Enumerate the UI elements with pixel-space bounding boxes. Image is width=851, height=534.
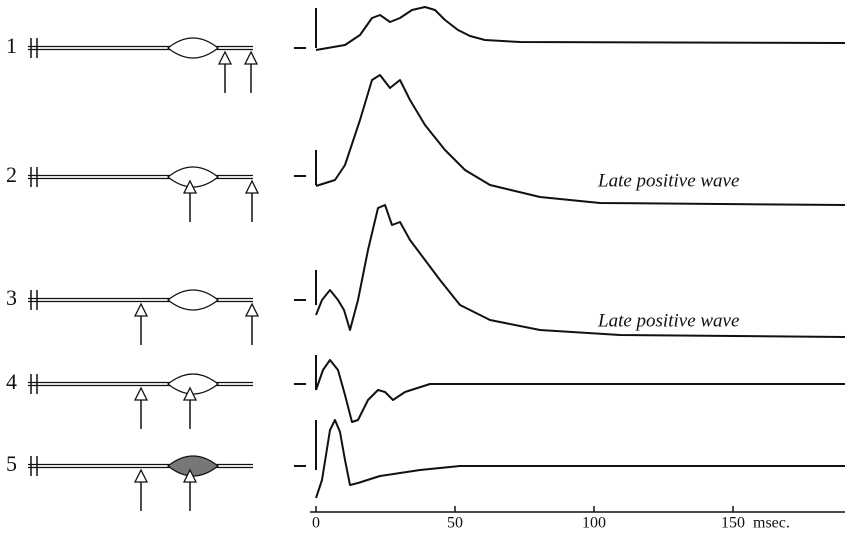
row-label: 5 xyxy=(6,451,17,476)
annotation: Late positive wave xyxy=(597,170,739,191)
electrode-arrow-head xyxy=(182,386,198,401)
electrode-arrow-head xyxy=(133,468,149,483)
electrode-arrow-head xyxy=(182,468,198,483)
electrode-arrow-head xyxy=(133,386,149,401)
annotation: Late positive wave xyxy=(597,310,739,331)
electrode-arrow-head xyxy=(182,179,198,194)
row-label: 1 xyxy=(6,33,17,58)
trace xyxy=(294,74,846,206)
electrode-arrow-head xyxy=(244,179,260,194)
row-label: 3 xyxy=(6,285,17,310)
electrode-arrow-head xyxy=(217,50,233,65)
electrode-arrow-head xyxy=(133,302,149,317)
tick-label: 100 xyxy=(582,515,606,532)
trace xyxy=(294,419,845,499)
lesion xyxy=(167,289,219,311)
lesion xyxy=(167,373,219,395)
lesion xyxy=(167,166,219,188)
electrode-arrow-head xyxy=(244,302,260,317)
electrode-arrow-head xyxy=(243,50,259,65)
lesion xyxy=(167,455,219,477)
axis-unit: msec. xyxy=(753,515,790,532)
tick-label: 150 xyxy=(721,515,745,532)
lesion xyxy=(167,37,219,59)
tick-label: 50 xyxy=(447,515,463,532)
tick-label: 0 xyxy=(312,515,320,532)
trace xyxy=(294,355,845,423)
row-label: 2 xyxy=(6,162,17,187)
traces xyxy=(294,6,846,499)
trace xyxy=(294,204,846,338)
row-label: 4 xyxy=(6,369,17,394)
trace xyxy=(294,6,846,51)
